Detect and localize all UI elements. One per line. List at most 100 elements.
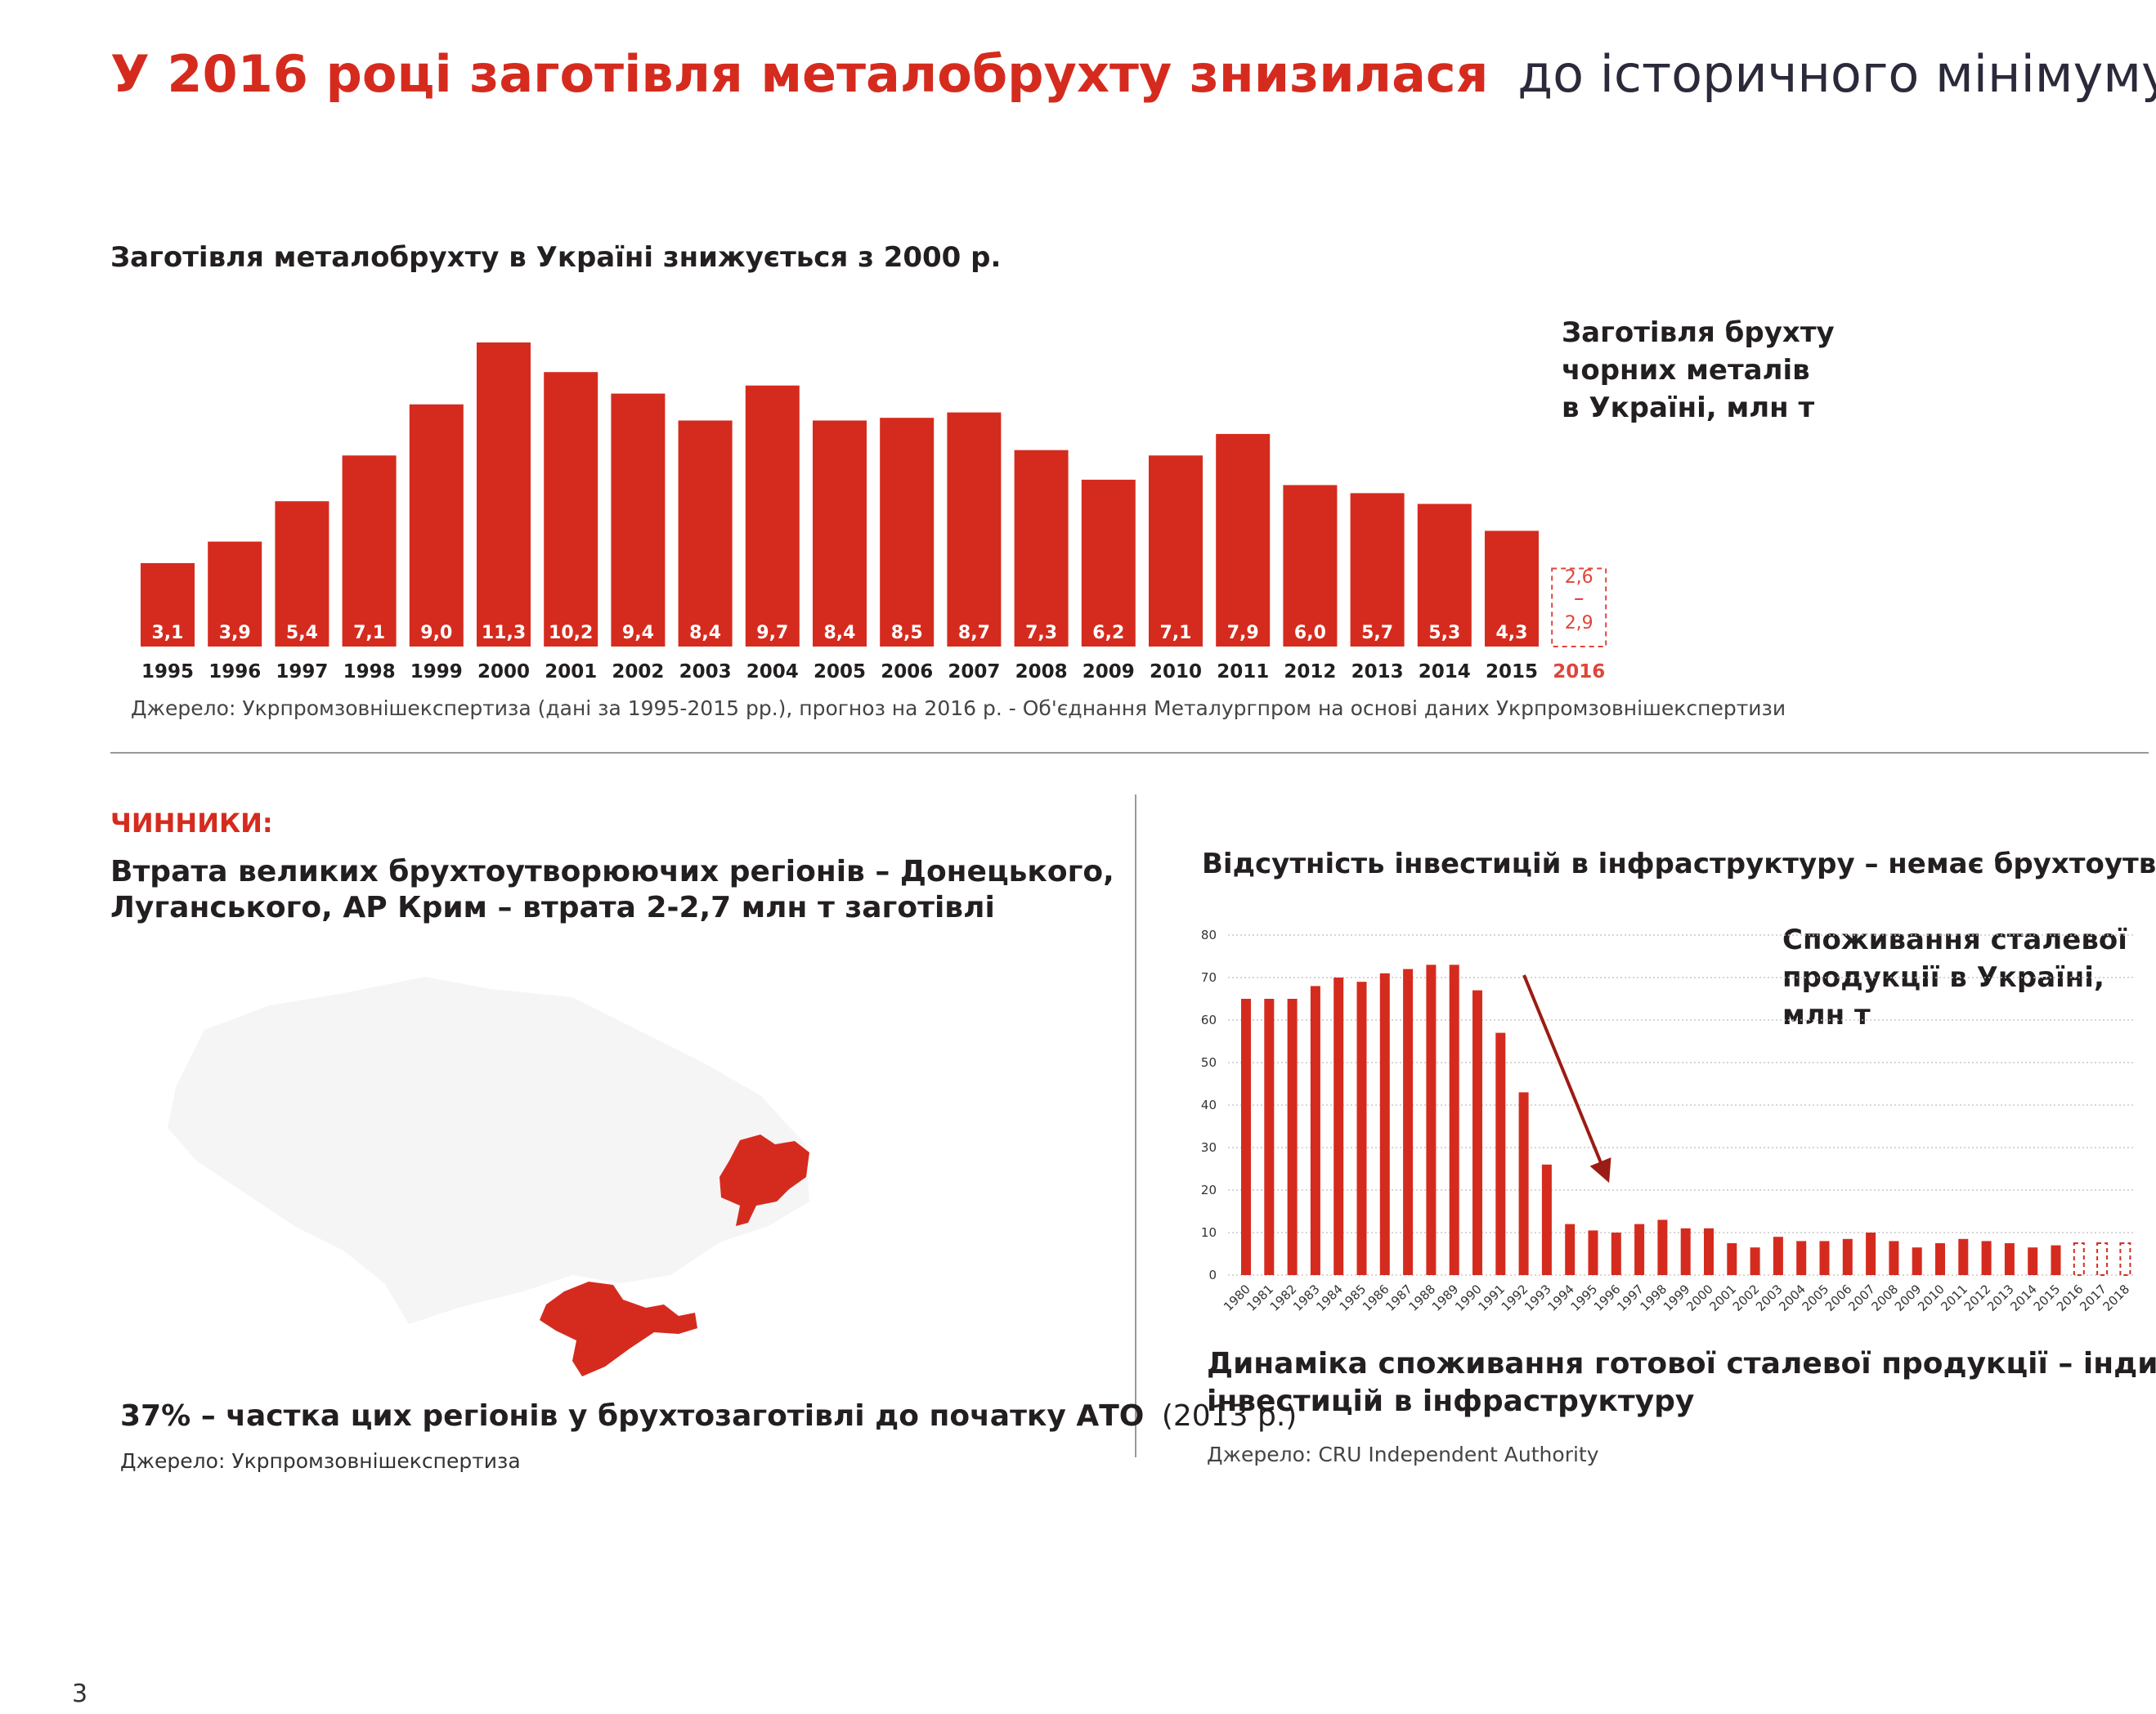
x-tick-label: 2015 [1486,661,1538,682]
bar [1333,978,1344,1275]
bar [1264,999,1275,1275]
source: Джерело: Укрпромзовнішекспертиза [120,1449,521,1473]
x-tick-label: 2002 [612,661,664,682]
value-label: 7,1 [1160,623,1192,643]
bar [813,420,867,647]
factors-text: Втрата великих брухтоутворюючих регіонів… [110,855,1114,888]
value-label: 5,7 [1361,623,1393,643]
bar [1657,1219,1668,1275]
chart-title: Заготівля металобрухту в Україні знижуєт… [110,241,1001,274]
bar [1611,1233,1621,1275]
bar [2028,1247,2038,1275]
x-tick-label: 1998 [343,661,396,682]
bar [1485,530,1539,647]
x-tick-label: 2004 [746,661,799,682]
chart-annotation: Заготівля брухту [1562,316,1835,349]
page-number: 3 [72,1680,87,1708]
key-fact-text: 37% – частка цих регіонів у брухтозаготі… [120,1399,1144,1433]
bar [1773,1237,1783,1275]
trend-arrow [1522,974,1611,1184]
bar [1588,1230,1598,1275]
value-label: 6,2 [1092,623,1124,643]
value-label: 3,9 [219,623,251,643]
value-label: 7,9 [1227,623,1259,643]
chart-annotation: продукції в Україні, [1782,961,2104,994]
bar [1287,999,1298,1275]
value-label: 7,1 [353,623,385,643]
y-tick-label: 20 [1201,1183,1217,1197]
y-tick-label: 40 [1201,1098,1217,1112]
y-tick-label: 10 [1201,1225,1217,1240]
title-highlight: У 2016 році заготівля металобрухту знизи… [110,44,1488,104]
x-tick-label: 2012 [1284,661,1336,682]
bar [342,455,397,647]
value-label: 5,3 [1428,623,1460,643]
bar [1565,1224,1576,1275]
chart-annotation: Споживання сталевої [1782,924,2127,956]
x-tick-label: 2010 [1150,661,1202,682]
forecast-low-label: 2,6 [1565,567,1593,588]
value-label: 8,5 [891,623,923,643]
chart-steel-consumption: Відсутність інвестицій в інфраструктуру … [1201,848,2156,1466]
map-donbas [719,1134,809,1226]
title-rest: до історичного мінімуму [1517,44,2156,104]
chart-annotation: в Україні, млн т [1562,392,1814,424]
value-label: 11,3 [482,623,526,643]
chart-title: Відсутність інвестицій в інфраструктуру … [1202,848,2156,880]
forecast-bar [2073,1242,2085,1276]
value-label: 3,1 [152,623,184,643]
value-label: 8,4 [824,623,856,643]
forecast-bar [2119,1242,2131,1276]
bar [1417,503,1472,647]
x-tick-label: 2018 [2100,1282,2132,1314]
map [168,977,809,1376]
bar [1889,1241,1899,1275]
bar [1403,969,1414,1275]
y-tick-label: 60 [1201,1013,1217,1027]
key-fact-year: (2013 р.) [1162,1399,1297,1433]
x-tick-label: 2013 [1351,661,1404,682]
chart-source: Джерело: CRU Independent Authority [1207,1443,1599,1466]
x-tick-label: 2007 [948,661,1000,682]
bar [1310,986,1320,1275]
x-tick-label: 2014 [1419,661,1471,682]
y-tick-label: 0 [1208,1268,1217,1282]
value-label: 6,0 [1294,623,1326,643]
bar [1866,1233,1876,1275]
value-label: 8,7 [958,623,990,643]
x-tick-label: 2000 [477,661,530,682]
bar [1081,479,1136,647]
bar [947,412,1002,647]
bar [1216,433,1271,647]
bar [1981,1241,1992,1275]
key-fact: 37% – частка цих регіонів у брухтозаготі… [120,1399,1297,1433]
value-label: 10,2 [549,623,593,643]
bar [1449,964,1459,1275]
x-tick-label: 2006 [881,661,933,682]
bar [1680,1228,1691,1275]
value-label: 4,3 [1496,623,1528,643]
bar [1495,1032,1506,1275]
bar [477,342,531,647]
bar [1014,450,1069,647]
chart-annotation: чорних металів [1562,354,1810,387]
chart-annotation: млн т [1782,999,1871,1032]
bar [1356,982,1367,1275]
value-label: 9,7 [756,623,788,643]
bar [2004,1243,2015,1275]
map-crimea [540,1282,697,1376]
bar [1842,1238,1853,1275]
x-tick-label: 2003 [679,661,732,682]
bar [1379,973,1390,1275]
value-label: 9,0 [420,623,452,643]
bar [1935,1243,1945,1275]
bar [208,541,262,647]
chart-scrap-collection: Заготівля металобрухту в Україні знижуєт… [110,241,1835,720]
bar [1750,1247,1760,1275]
value-label: 9,4 [622,623,654,643]
bar [275,501,329,647]
x-tick-label: 2008 [1015,661,1068,682]
x-tick-label: 2011 [1217,661,1269,682]
